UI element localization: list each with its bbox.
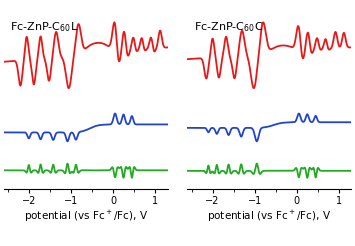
Text: Fc-ZnP-C$_{60}$L: Fc-ZnP-C$_{60}$L xyxy=(10,20,78,34)
X-axis label: potential (vs Fc$^+$/Fc), V: potential (vs Fc$^+$/Fc), V xyxy=(207,209,332,224)
X-axis label: potential (vs Fc$^+$/Fc), V: potential (vs Fc$^+$/Fc), V xyxy=(23,209,148,224)
Text: Fc-ZnP-C$_{60}$C: Fc-ZnP-C$_{60}$C xyxy=(194,20,263,34)
